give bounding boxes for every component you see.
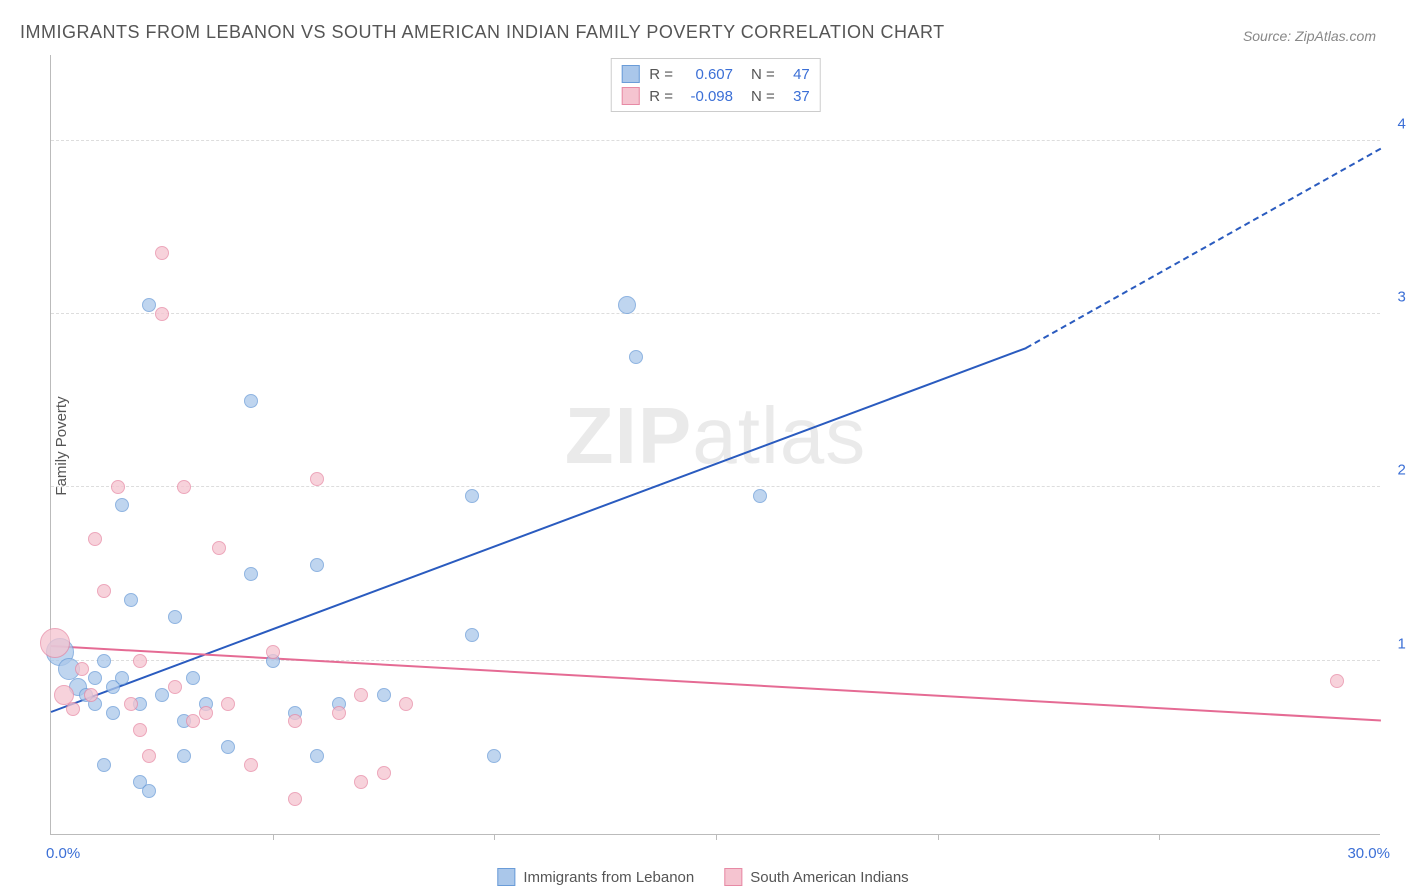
r-label: R = (649, 88, 673, 105)
data-point (629, 350, 643, 364)
data-point (618, 296, 636, 314)
data-point (66, 702, 80, 716)
legend-swatch (724, 868, 742, 886)
data-point (221, 697, 235, 711)
r-value: 0.607 (683, 66, 733, 83)
data-point (354, 688, 368, 702)
data-point (399, 697, 413, 711)
n-label: N = (751, 66, 775, 83)
data-point (244, 394, 258, 408)
r-value: -0.098 (683, 88, 733, 105)
data-point (244, 567, 258, 581)
data-point (88, 532, 102, 546)
r-label: R = (649, 66, 673, 83)
data-point (115, 671, 129, 685)
data-point (212, 541, 226, 555)
x-minor-tick (938, 834, 939, 840)
gridline (51, 313, 1380, 314)
data-point (288, 792, 302, 806)
legend-label: South American Indians (750, 869, 908, 886)
data-point (487, 749, 501, 763)
data-point (199, 706, 213, 720)
data-point (97, 758, 111, 772)
watermark: ZIPatlas (565, 389, 866, 481)
x-minor-tick (273, 834, 274, 840)
legend-swatch (621, 87, 639, 105)
data-point (221, 740, 235, 754)
data-point (244, 758, 258, 772)
legend-item: Immigrants from Lebanon (497, 868, 694, 886)
legend-label: Immigrants from Lebanon (523, 869, 694, 886)
data-point (75, 662, 89, 676)
data-point (142, 784, 156, 798)
data-point (753, 489, 767, 503)
gridline (51, 660, 1380, 661)
trend-line-extrapolated (1026, 147, 1382, 348)
data-point (97, 654, 111, 668)
data-point (465, 489, 479, 503)
n-value: 37 (785, 88, 810, 105)
x-tick-min: 0.0% (46, 845, 80, 862)
x-tick-max: 30.0% (1347, 845, 1390, 862)
data-point (186, 714, 200, 728)
data-point (168, 680, 182, 694)
x-minor-tick (716, 834, 717, 840)
data-point (106, 706, 120, 720)
data-point (97, 584, 111, 598)
data-point (177, 749, 191, 763)
data-point (310, 749, 324, 763)
chart-title: IMMIGRANTS FROM LEBANON VS SOUTH AMERICA… (20, 22, 945, 43)
legend-item: South American Indians (724, 868, 908, 886)
y-tick-label: 20.0% (1385, 462, 1406, 479)
legend-swatch (621, 65, 639, 83)
data-point (186, 671, 200, 685)
n-value: 47 (785, 66, 810, 83)
data-point (310, 558, 324, 572)
data-point (40, 628, 70, 658)
data-point (84, 688, 98, 702)
series-legend: Immigrants from Lebanon South American In… (497, 868, 908, 886)
stats-legend: R = 0.607 N = 47 R = -0.098 N = 37 (610, 58, 821, 112)
data-point (133, 723, 147, 737)
stats-row: R = 0.607 N = 47 (621, 63, 810, 85)
gridline (51, 486, 1380, 487)
data-point (142, 298, 156, 312)
data-point (124, 697, 138, 711)
gridline (51, 140, 1380, 141)
watermark-bold: ZIP (565, 390, 692, 479)
data-point (142, 749, 156, 763)
data-point (266, 645, 280, 659)
data-point (332, 706, 346, 720)
stats-row: R = -0.098 N = 37 (621, 85, 810, 107)
data-point (465, 628, 479, 642)
y-tick-label: 30.0% (1385, 289, 1406, 306)
data-point (1330, 674, 1344, 688)
x-minor-tick (494, 834, 495, 840)
data-point (133, 654, 147, 668)
trend-line (51, 645, 1381, 722)
data-point (288, 714, 302, 728)
data-point (155, 246, 169, 260)
data-point (124, 593, 138, 607)
watermark-light: atlas (692, 390, 866, 479)
data-point (168, 610, 182, 624)
data-point (88, 671, 102, 685)
data-point (377, 766, 391, 780)
y-tick-label: 40.0% (1385, 115, 1406, 132)
data-point (377, 688, 391, 702)
data-point (155, 688, 169, 702)
legend-swatch (497, 868, 515, 886)
x-minor-tick (1159, 834, 1160, 840)
data-point (115, 498, 129, 512)
n-label: N = (751, 88, 775, 105)
scatter-chart: ZIPatlas R =0.607N =47R =-0.098N =37 0.0… (50, 55, 1380, 835)
data-point (354, 775, 368, 789)
source-attribution: Source: ZipAtlas.com (1243, 28, 1376, 44)
data-point (111, 480, 125, 494)
trend-line (51, 347, 1027, 713)
data-point (177, 480, 191, 494)
y-tick-label: 10.0% (1385, 635, 1406, 652)
data-point (155, 307, 169, 321)
data-point (310, 472, 324, 486)
